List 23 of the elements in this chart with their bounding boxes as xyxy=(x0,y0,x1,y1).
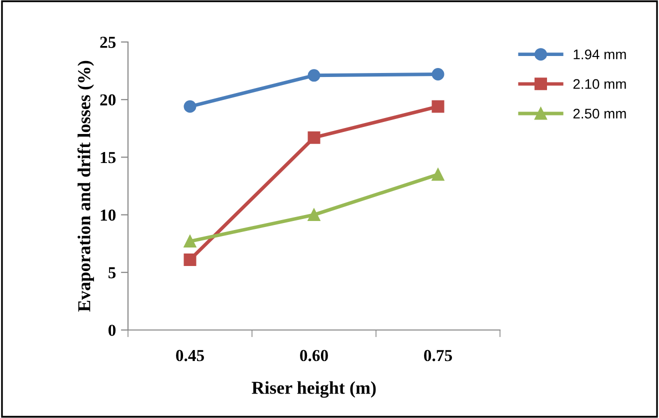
x-tick-label: 0.60 xyxy=(300,350,328,362)
x-tick-label: 0.45 xyxy=(176,350,204,362)
legend-label: 1.94 mm xyxy=(574,49,626,60)
y-tick-label: 0 xyxy=(108,324,116,336)
legend-label: 2.50 mm xyxy=(573,108,626,119)
point xyxy=(308,208,320,222)
y-tick-label: 15 xyxy=(100,152,116,164)
y-axis-title: Evaporation and drift losses (%) xyxy=(77,60,94,312)
point xyxy=(432,168,444,181)
point xyxy=(432,68,444,81)
y-tick-label: 20 xyxy=(100,94,116,106)
point xyxy=(184,253,196,266)
y-tick-label: 5 xyxy=(108,267,116,278)
x-axis-title: Riser height (m) xyxy=(252,381,376,398)
legend-label: 2.10 mm xyxy=(573,79,626,89)
y-tick-label: 10 xyxy=(100,210,116,221)
point xyxy=(184,100,196,113)
y-tick-label: 25 xyxy=(100,36,116,48)
point xyxy=(432,100,444,113)
x-tick-label: 0.75 xyxy=(424,350,452,362)
point xyxy=(308,131,320,144)
point xyxy=(308,69,320,82)
point xyxy=(184,235,196,248)
